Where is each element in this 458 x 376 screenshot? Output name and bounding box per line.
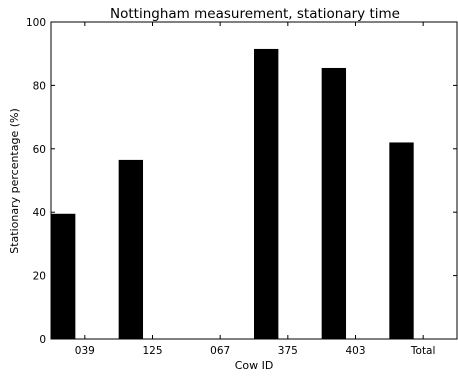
bar-Total: [389, 142, 414, 339]
x-tick-label: 039: [75, 345, 95, 357]
y-axis-label: Stationary percentage (%): [8, 108, 21, 254]
x-tick-label: 125: [142, 345, 162, 357]
x-tick-label: 403: [345, 345, 365, 357]
bar-039: [51, 213, 76, 339]
x-axis-label: Cow ID: [235, 359, 274, 372]
chart-title: Nottingham measurement, stationary time: [110, 6, 400, 22]
x-tick-label: 067: [210, 345, 230, 357]
y-tick-label: 80: [33, 80, 46, 92]
x-tick-label: Total: [410, 345, 436, 357]
plot-frame: [50, 21, 458, 340]
bar-125: [118, 159, 144, 339]
x-tick-label: 375: [278, 345, 298, 357]
y-tick-label: 20: [33, 271, 46, 283]
y-tick-label: 0: [39, 334, 46, 346]
y-tick-label: 40: [33, 207, 46, 219]
x-axis-ticks: 039 125 067 375 403 Total: [75, 22, 436, 357]
y-tick-label: 100: [26, 17, 46, 29]
bars-group: [51, 48, 414, 339]
bar-375: [254, 48, 279, 339]
y-tick-label: 60: [33, 144, 46, 156]
y-axis-ticks: 0 20 40 60 80 100: [26, 17, 457, 346]
bar-403: [321, 67, 347, 339]
